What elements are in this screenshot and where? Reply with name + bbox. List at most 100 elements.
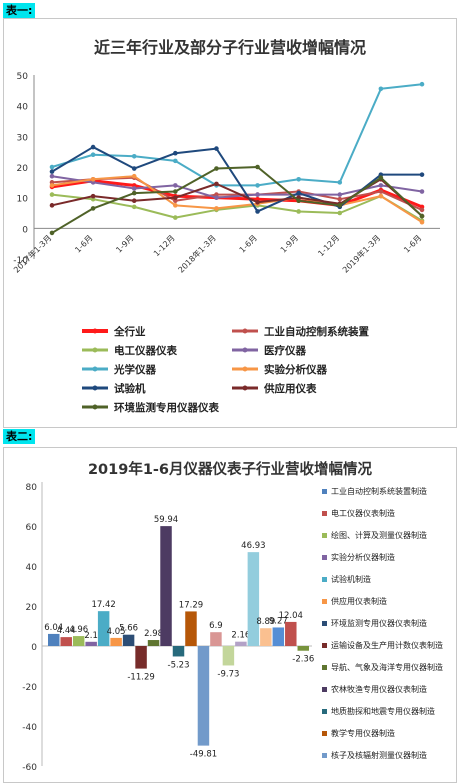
table-one-tag: 表一: [3, 3, 36, 18]
data-point [419, 207, 425, 213]
legend-swatch [322, 687, 327, 692]
data-label: 17.42 [91, 600, 115, 610]
series-line [51, 175, 423, 224]
bar [235, 641, 247, 646]
data-point [131, 166, 137, 171]
legend-label: 环境监测专用仪器仪表 [114, 401, 219, 414]
data-label: 2.16 [231, 631, 250, 641]
data-point [173, 189, 178, 194]
y-tick-label: -40 [22, 723, 37, 733]
data-point [378, 175, 384, 181]
data-label: 4.96 [69, 625, 88, 635]
y-tick-label: -20 [22, 683, 37, 693]
data-point [419, 172, 425, 177]
data-point [173, 150, 178, 156]
bar [48, 633, 60, 646]
legend-marker [92, 328, 98, 334]
y-tick-label: 40 [26, 563, 38, 573]
data-point [337, 210, 343, 216]
data-point [419, 213, 425, 219]
y-tick-label: 50 [17, 72, 29, 82]
legend-marker [92, 404, 98, 410]
legend-label: 电工仪器仪表 [114, 344, 177, 357]
data-point [378, 189, 384, 194]
legend-label: 供应用仪表 [263, 382, 317, 395]
data-point [90, 206, 96, 211]
legend-swatch [322, 555, 327, 560]
data-point [337, 192, 343, 197]
legend-label: 光学仪器 [113, 363, 156, 376]
data-point [214, 166, 219, 171]
data-point [378, 193, 384, 199]
data-point [131, 173, 137, 179]
data-point [214, 195, 219, 200]
data-label: 9.27 [269, 616, 288, 626]
bar [297, 646, 310, 651]
legend-label: 试验机 [114, 382, 146, 395]
chart-title: 2019年1-6月仪器仪表子行业营收增幅情况 [88, 460, 373, 478]
data-point [49, 173, 55, 179]
data-label: 4.05 [107, 627, 126, 637]
legend-swatch [322, 709, 327, 714]
data-point [214, 206, 219, 211]
legend-label: 地质勘探和地震专用仪器制造 [331, 706, 435, 716]
data-point [296, 198, 301, 204]
bar [72, 636, 85, 646]
data-label: -49.81 [190, 750, 217, 760]
x-tick-label: 1-6月 [402, 233, 423, 254]
bar [247, 552, 260, 646]
data-point [49, 230, 55, 236]
data-label: 2.98 [144, 629, 163, 639]
legend-label: 全行业 [113, 325, 146, 338]
data-label: 17.29 [179, 600, 203, 610]
data-label: -9.73 [217, 669, 239, 679]
data-label: -11.29 [127, 673, 154, 683]
bar [260, 628, 272, 646]
data-point [49, 183, 55, 188]
legend-swatch [322, 665, 327, 670]
data-point [255, 209, 260, 214]
data-point [131, 190, 137, 196]
x-tick-label: 2018年1-3月 [176, 233, 218, 275]
legend-label: 教学专用仪器制造 [331, 728, 395, 738]
legend-marker [242, 347, 248, 353]
legend-label: 农林牧渔专用仪器仪表制造 [331, 684, 427, 694]
series-line [51, 83, 423, 187]
legend-marker [242, 385, 248, 391]
legend-marker [242, 366, 248, 372]
legend-swatch [322, 533, 327, 538]
data-point [378, 86, 384, 92]
legend-swatch [322, 511, 327, 516]
data-point [49, 192, 55, 197]
bar [97, 611, 110, 646]
data-point [296, 176, 301, 182]
data-point [173, 158, 178, 164]
bar [172, 646, 185, 657]
data-label: 46.93 [241, 541, 265, 551]
chart-title: 近三年行业及部分子行业营收增幅情况 [94, 38, 366, 57]
data-point [214, 181, 219, 187]
legend-marker [92, 347, 98, 353]
legend-label: 工业自动控制系统装置制造 [331, 486, 427, 496]
y-tick-label: 20 [26, 603, 38, 613]
data-point [49, 203, 55, 208]
bar [210, 632, 222, 646]
data-label: 2.1 [84, 631, 98, 641]
bar-chart-panel: 2019年1-6月仪器仪表子行业营收增幅情况 -60 -40 -20 0 20 40 60 80… [3, 447, 457, 783]
legend-label: 绘图、计算及测量仪器制造 [331, 530, 427, 540]
legend-swatch [322, 731, 327, 736]
data-point [419, 189, 425, 194]
data-point [378, 183, 384, 188]
data-point [131, 198, 137, 204]
y-tick-label: -60 [22, 763, 37, 773]
line-chart-panel: 近三年行业及部分子行业营收增幅情况 -10 0 10 20 30 40 50 2017年1-3月… [3, 18, 457, 428]
data-point [173, 183, 178, 188]
data-label: 12.04 [279, 611, 303, 621]
x-tick-label: 2019年1-3月 [340, 233, 382, 275]
x-tick-label: 1-6月 [238, 233, 259, 254]
data-point [419, 219, 425, 225]
legend-label: 供应用仪表制造 [331, 596, 387, 606]
legend-marker [242, 328, 248, 334]
data-label: 8.89 [256, 617, 275, 627]
data-point [90, 152, 96, 158]
